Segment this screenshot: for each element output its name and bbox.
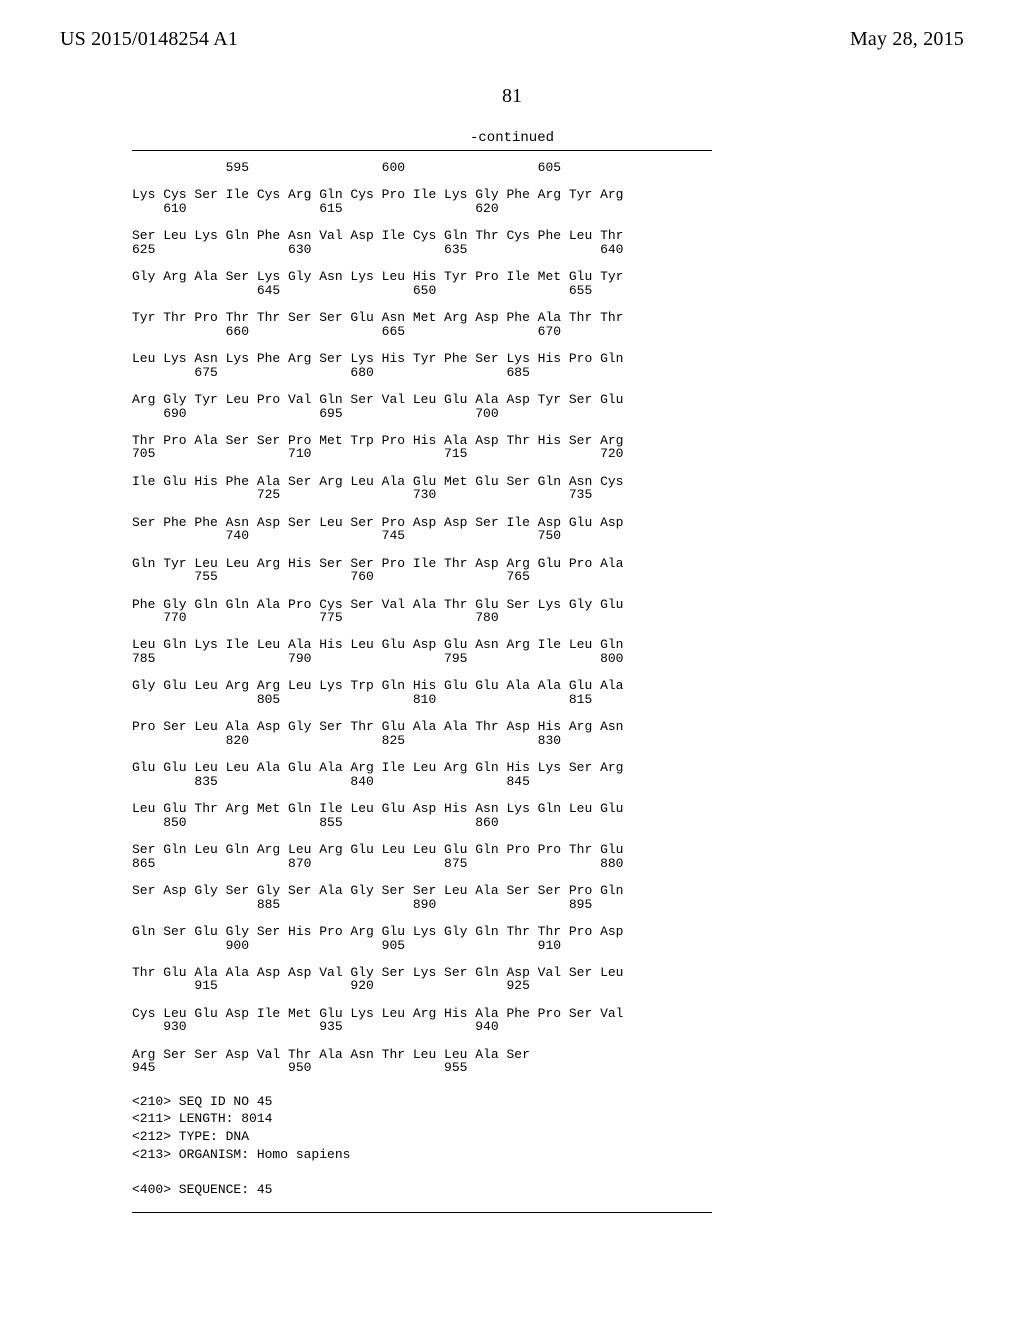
sequence-block: 595 600 605 Lys Cys Ser Ile Cys Arg Gln … bbox=[132, 150, 712, 1213]
publication-date: May 28, 2015 bbox=[850, 28, 964, 51]
header-row: US 2015/0148254 A1 May 28, 2015 bbox=[60, 28, 964, 51]
page-container: US 2015/0148254 A1 May 28, 2015 81 -cont… bbox=[0, 0, 1024, 1253]
sequence-listing: 595 600 605 Lys Cys Ser Ile Cys Arg Gln … bbox=[132, 161, 712, 1075]
publication-number: US 2015/0148254 A1 bbox=[60, 28, 238, 51]
page-number: 81 bbox=[60, 85, 964, 108]
continued-label: -continued bbox=[60, 130, 964, 146]
sequence-metadata: <210> SEQ ID NO 45 <211> LENGTH: 8014 <2… bbox=[132, 1093, 712, 1198]
